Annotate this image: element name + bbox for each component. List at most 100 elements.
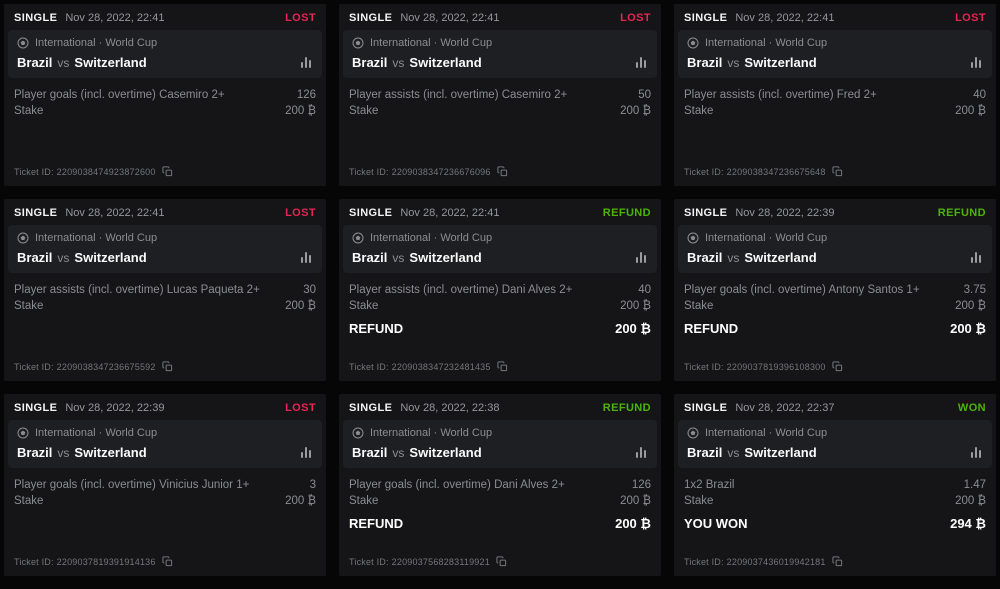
status-badge: WON	[957, 402, 986, 414]
team-away: Switzerland	[409, 250, 482, 265]
match-panel: International · World Cup Brazil vs Swit…	[343, 30, 657, 78]
stats-icon[interactable]	[971, 252, 983, 263]
league-label: International · World Cup	[370, 232, 493, 244]
vs-label: vs	[727, 445, 740, 460]
bet-card: SINGLE Nov 28, 2022, 22:41 LOST Internat…	[674, 4, 996, 186]
stake-row: Stake 200 ₿	[14, 493, 316, 509]
bet-selection-label: Player assists (incl. overtime) Dani Alv…	[349, 284, 573, 296]
copy-icon[interactable]	[161, 166, 173, 177]
league-row: International · World Cup	[687, 37, 983, 49]
team-away: Switzerland	[744, 445, 817, 460]
card-header: SINGLE Nov 28, 2022, 22:37 WON	[674, 394, 996, 420]
stake-value: 200 ₿	[955, 300, 986, 312]
copy-icon[interactable]	[161, 361, 173, 372]
vs-label: vs	[392, 250, 405, 265]
ticket-id-value: 2209038347236676096	[391, 166, 491, 177]
league-label: International · World Cup	[705, 232, 828, 244]
league-row: International · World Cup	[352, 37, 648, 49]
copy-icon[interactable]	[161, 556, 173, 567]
copy-icon[interactable]	[831, 361, 843, 372]
team-away: Switzerland	[74, 250, 147, 265]
match-panel: International · World Cup Brazil vs Swit…	[8, 30, 322, 78]
status-badge: LOST	[285, 12, 316, 24]
copy-icon[interactable]	[496, 361, 508, 372]
match-panel: International · World Cup Brazil vs Swit…	[343, 225, 657, 273]
stake-value: 200 ₿	[620, 300, 651, 312]
ticket-row: Ticket ID: 2209038347236675592	[4, 361, 326, 381]
ticket-row: Ticket ID: 2209037568283119921	[339, 556, 661, 576]
bet-card: SINGLE Nov 28, 2022, 22:41 LOST Internat…	[339, 4, 661, 186]
match-row: Brazil vs Switzerland	[687, 445, 983, 460]
team-away: Switzerland	[74, 445, 147, 460]
team-home: Brazil	[352, 250, 388, 265]
stake-value: 200 ₿	[955, 105, 986, 117]
team-away: Switzerland	[744, 250, 817, 265]
bet-odds-value: 126	[631, 479, 651, 491]
ticket-id-value: 2209037436019942181	[726, 556, 826, 567]
ticket-id-label: Ticket ID:	[14, 556, 54, 567]
match-row: Brazil vs Switzerland	[352, 250, 648, 265]
bet-selection-label: Player goals (incl. overtime) Dani Alves…	[349, 479, 565, 491]
status-badge: LOST	[285, 207, 316, 219]
card-header: SINGLE Nov 28, 2022, 22:41 LOST	[339, 4, 661, 30]
bet-selection-row: 1x2 Brazil 1.47	[684, 477, 986, 493]
league-row: International · World Cup	[352, 232, 648, 244]
vs-label: vs	[727, 250, 740, 265]
copy-icon[interactable]	[496, 556, 507, 567]
ticket-id-label: Ticket ID:	[684, 361, 724, 372]
bet-odds-value: 30	[303, 284, 316, 296]
copy-icon[interactable]	[831, 166, 843, 177]
stake-row: Stake 200 ₿	[349, 298, 651, 314]
ticket-id-value: 2209038474923872600	[56, 166, 156, 177]
bet-selection-row: Player goals (incl. overtime) Dani Alves…	[349, 477, 651, 493]
bet-datetime: Nov 28, 2022, 22:39	[65, 402, 165, 414]
ticket-row: Ticket ID: 2209037819396108300	[674, 361, 996, 381]
stake-row: Stake 200 ₿	[684, 103, 986, 119]
bet-card: SINGLE Nov 28, 2022, 22:38 REFUND Intern…	[339, 394, 661, 576]
stats-icon[interactable]	[636, 252, 648, 263]
bet-datetime: Nov 28, 2022, 22:41	[400, 12, 500, 24]
stats-icon[interactable]	[301, 252, 313, 263]
bet-detail-rows: Player assists (incl. overtime) Fred 2+ …	[674, 78, 996, 119]
team-home: Brazil	[352, 445, 388, 460]
bet-datetime: Nov 28, 2022, 22:38	[400, 402, 500, 414]
stake-row: Stake 200 ₿	[684, 493, 986, 509]
stats-icon[interactable]	[636, 57, 648, 68]
status-badge: REFUND	[937, 207, 986, 219]
copy-icon[interactable]	[496, 166, 508, 177]
ticket-id-label: Ticket ID:	[14, 361, 54, 372]
stake-row: Stake 200 ₿	[349, 493, 651, 509]
team-home: Brazil	[352, 55, 388, 70]
stats-icon[interactable]	[301, 57, 313, 68]
vs-label: vs	[57, 250, 70, 265]
soccer-ball-icon	[17, 37, 29, 49]
result-value: 294 ₿	[950, 516, 986, 531]
match-panel: International · World Cup Brazil vs Swit…	[678, 30, 992, 78]
ticket-id-value: 2209037819391914136	[56, 556, 156, 567]
team-away: Switzerland	[74, 55, 147, 70]
bet-selection-label: Player assists (incl. overtime) Fred 2+	[684, 89, 877, 101]
league-label: International · World Cup	[35, 37, 158, 49]
stake-label: Stake	[684, 495, 714, 507]
match-row: Brazil vs Switzerland	[17, 55, 313, 70]
bet-selection-row: Player assists (incl. overtime) Fred 2+ …	[684, 87, 986, 103]
stake-label: Stake	[14, 495, 44, 507]
bet-selection-row: Player goals (incl. overtime) Vinicius J…	[14, 477, 316, 493]
stats-icon[interactable]	[971, 57, 983, 68]
bet-odds-value: 40	[973, 89, 986, 101]
stats-icon[interactable]	[636, 447, 648, 458]
bet-type-label: SINGLE	[349, 207, 393, 219]
copy-icon[interactable]	[831, 556, 843, 567]
stats-icon[interactable]	[301, 447, 313, 458]
soccer-ball-icon	[17, 232, 29, 244]
ticket-id-value: 2209038347236675648	[726, 166, 826, 177]
bet-detail-rows: Player goals (incl. overtime) Casemiro 2…	[4, 78, 326, 119]
result-row: REFUND 200 ₿	[349, 319, 651, 338]
bet-type-label: SINGLE	[349, 402, 393, 414]
soccer-ball-icon	[352, 232, 364, 244]
soccer-ball-icon	[687, 37, 699, 49]
stats-icon[interactable]	[971, 447, 983, 458]
bet-selection-row: Player assists (incl. overtime) Casemiro…	[349, 87, 651, 103]
league-label: International · World Cup	[35, 232, 158, 244]
bet-datetime: Nov 28, 2022, 22:41	[65, 207, 165, 219]
